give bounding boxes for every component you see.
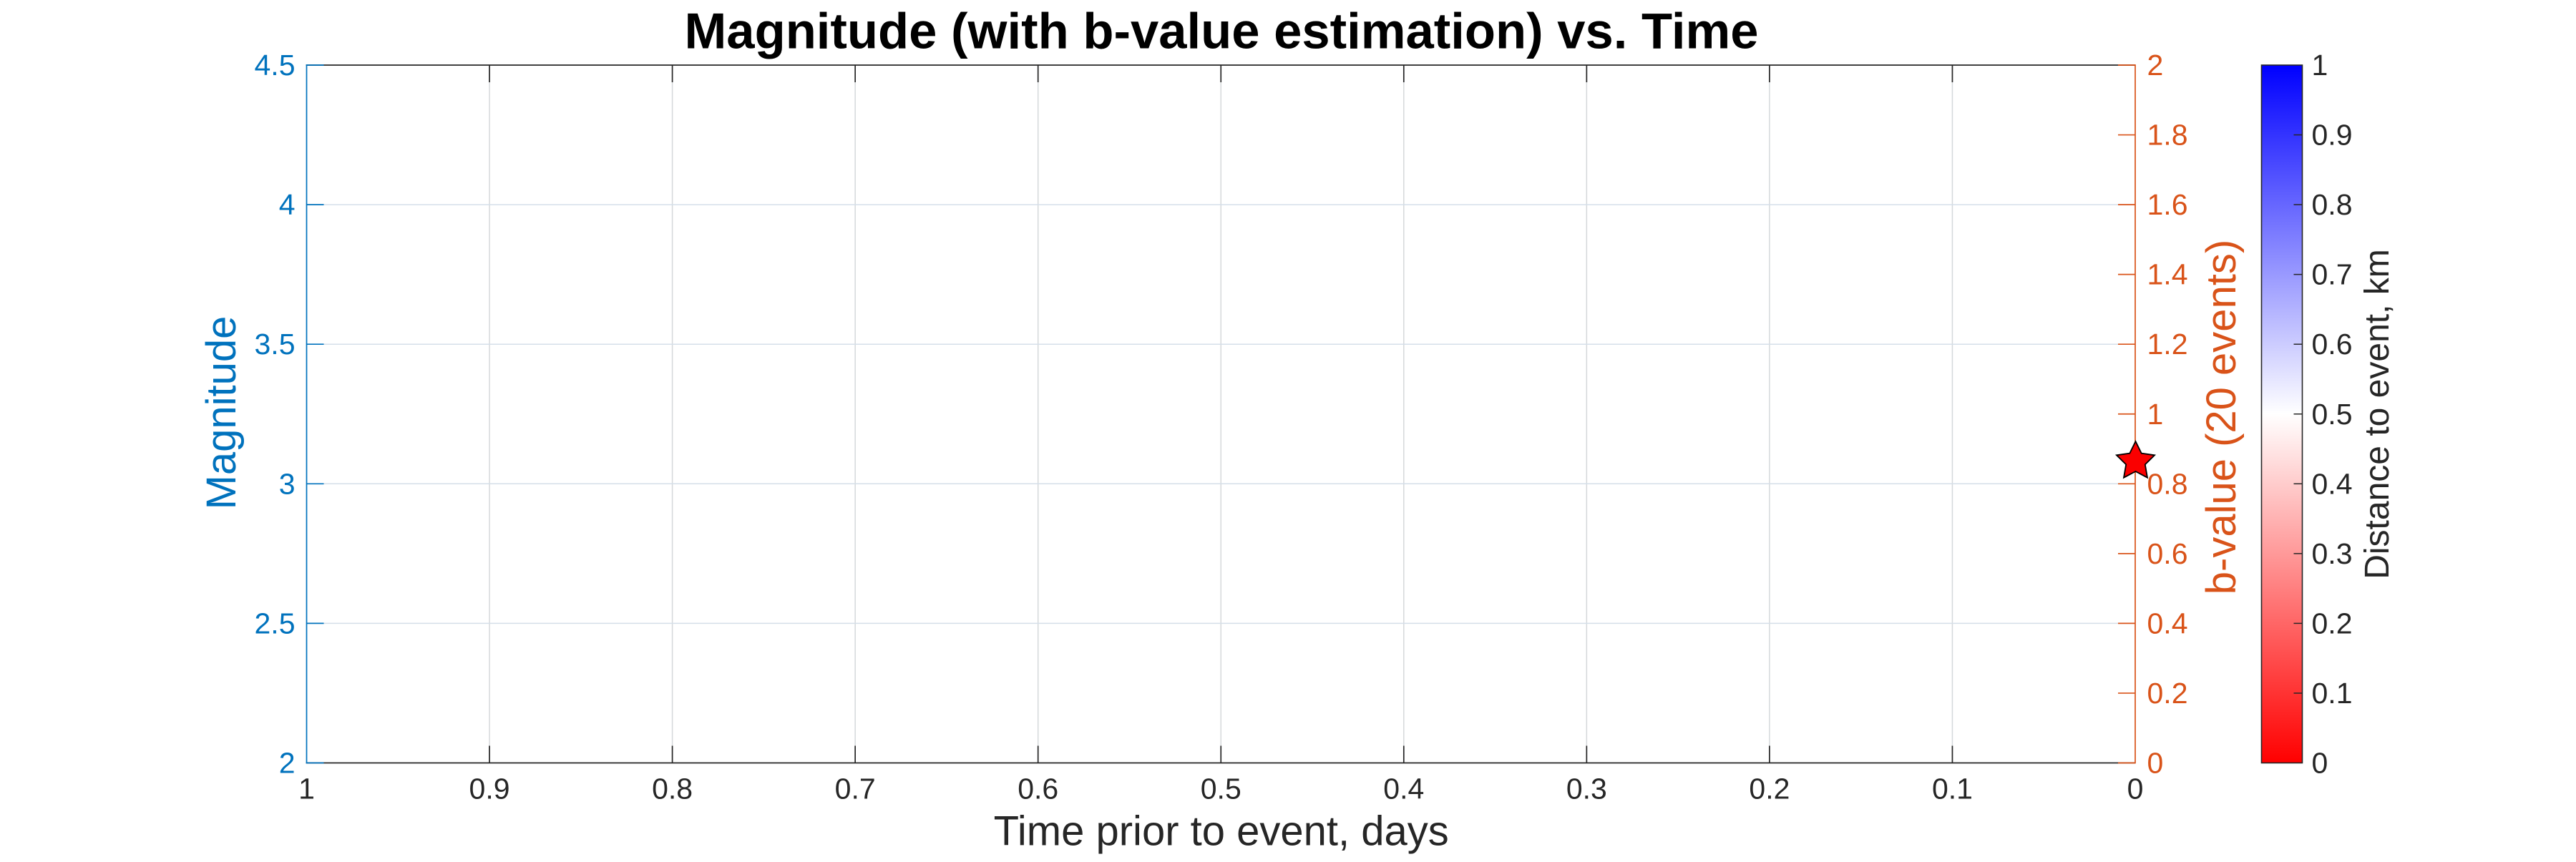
svg-text:1.8: 1.8 — [2147, 119, 2188, 152]
svg-text:1.2: 1.2 — [2147, 328, 2188, 361]
svg-text:0.4: 0.4 — [2147, 607, 2188, 640]
svg-text:0.2: 0.2 — [1749, 772, 1790, 805]
svg-text:b-value (20 events): b-value (20 events) — [2198, 240, 2245, 594]
svg-text:2: 2 — [2147, 49, 2164, 82]
svg-text:0.9: 0.9 — [2312, 119, 2353, 152]
svg-text:0.1: 0.1 — [1932, 772, 1973, 805]
svg-text:0.3: 0.3 — [2312, 537, 2353, 570]
svg-text:Magnitude (with b-value estima: Magnitude (with b-value estimation) vs. … — [685, 3, 1759, 59]
svg-text:0.6: 0.6 — [1018, 772, 1058, 805]
svg-text:0.7: 0.7 — [2312, 258, 2353, 291]
svg-text:0.8: 0.8 — [2312, 188, 2353, 221]
svg-text:0.2: 0.2 — [2147, 677, 2188, 710]
svg-text:0.9: 0.9 — [469, 772, 510, 805]
svg-text:1: 1 — [298, 772, 315, 805]
svg-text:1.6: 1.6 — [2147, 188, 2188, 221]
svg-text:1.4: 1.4 — [2147, 258, 2188, 291]
svg-text:0.5: 0.5 — [1201, 772, 1241, 805]
svg-text:0.4: 0.4 — [1383, 772, 1424, 805]
svg-text:2.5: 2.5 — [255, 607, 296, 640]
svg-text:0.7: 0.7 — [835, 772, 876, 805]
svg-text:Distance to event, km: Distance to event, km — [2358, 249, 2396, 579]
svg-text:0: 0 — [2312, 747, 2328, 780]
svg-text:4: 4 — [279, 188, 296, 221]
svg-text:0.3: 0.3 — [1566, 772, 1607, 805]
svg-text:0.6: 0.6 — [2312, 328, 2353, 361]
svg-text:3: 3 — [279, 467, 296, 500]
svg-text:Magnitude: Magnitude — [198, 316, 245, 510]
svg-text:1: 1 — [2312, 49, 2328, 82]
svg-text:0.2: 0.2 — [2312, 607, 2353, 640]
svg-text:1: 1 — [2147, 398, 2164, 431]
svg-text:4.5: 4.5 — [255, 49, 296, 82]
svg-text:2: 2 — [279, 747, 296, 780]
svg-text:0.5: 0.5 — [2312, 398, 2353, 431]
svg-text:0.8: 0.8 — [2147, 467, 2188, 500]
svg-text:Time prior to event, days: Time prior to event, days — [994, 808, 1449, 855]
svg-text:0.8: 0.8 — [652, 772, 693, 805]
svg-text:0.1: 0.1 — [2312, 677, 2353, 710]
svg-text:3.5: 3.5 — [255, 328, 296, 361]
svg-text:0: 0 — [2147, 747, 2164, 780]
svg-text:0.6: 0.6 — [2147, 537, 2188, 570]
svg-text:0: 0 — [2127, 772, 2144, 805]
svg-text:0.4: 0.4 — [2312, 467, 2353, 500]
